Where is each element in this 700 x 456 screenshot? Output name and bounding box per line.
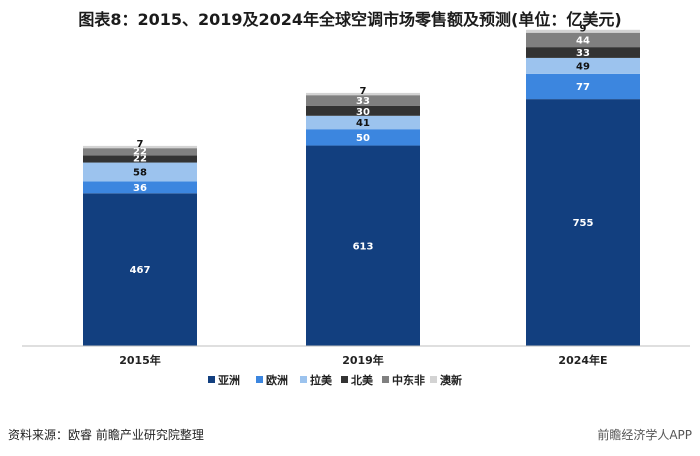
- data-label-1-3: 30: [356, 107, 370, 118]
- data-label-1-4: 33: [356, 96, 370, 107]
- data-label-1-1: 50: [356, 133, 370, 144]
- bar-segment-0-2: [83, 162, 197, 182]
- legend-label-4: 中东非: [392, 373, 425, 387]
- chart-title: 图表8：2015、2019及2024年全球空调市场零售额及预测(单位：亿美元): [78, 10, 622, 29]
- legend-label-3: 北美: [351, 373, 374, 387]
- bar-segment-1-2: [306, 115, 420, 130]
- bar-segment-1-5: [306, 92, 420, 96]
- data-label-0-1: 36: [133, 183, 147, 194]
- data-label-2-1: 77: [576, 82, 590, 93]
- bar-segment-0-4: [83, 148, 197, 156]
- data-label-1-5: 7: [360, 86, 367, 97]
- bar-segment-0-1: [83, 181, 197, 194]
- source-note: 资料来源：欧睿 前瞻产业研究院整理: [8, 428, 204, 442]
- bar-segment-2-4: [526, 32, 640, 48]
- data-label-0-3: 22: [133, 154, 147, 165]
- category-label-1: 2019年: [342, 353, 384, 367]
- bar-segment-2-2: [526, 57, 640, 74]
- data-label-1-2: 41: [356, 118, 370, 129]
- bar-segment-1-0: [306, 145, 420, 346]
- bar-segment-2-0: [526, 99, 640, 347]
- data-label-2-2: 49: [576, 61, 590, 72]
- bar-segment-1-3: [306, 105, 420, 116]
- brand-watermark: 前瞻经济学人APP: [597, 428, 692, 442]
- bar-segment-0-3: [83, 155, 197, 163]
- legend-swatch-1: [256, 376, 263, 383]
- data-label-1-0: 613: [353, 241, 374, 252]
- category-labels: 2015年 2019年 2024年E: [119, 353, 607, 367]
- legend-label-1: 欧洲: [266, 373, 288, 387]
- data-label-0-5: 7: [137, 139, 144, 150]
- bar-segment-2-1: [526, 73, 640, 100]
- legend-label-5: 澳新: [440, 373, 462, 387]
- legend-swatch-3: [341, 376, 348, 383]
- data-label-0-2: 58: [133, 168, 147, 179]
- legend: 亚洲 欧洲 拉美 北美 中东非 澳新: [208, 373, 462, 387]
- bar-segment-0-5: [83, 145, 197, 149]
- data-label-2-5: 9: [580, 24, 587, 35]
- data-label-2-3: 33: [576, 48, 590, 59]
- data-label-2-4: 44: [576, 35, 590, 46]
- legend-label-0: 亚洲: [218, 374, 240, 387]
- data-label-2-0: 755: [573, 218, 594, 229]
- data-label-0-0: 467: [130, 265, 151, 276]
- legend-swatch-5: [430, 376, 437, 383]
- bar-segment-2-3: [526, 47, 640, 58]
- legend-label-2: 拉美: [310, 373, 333, 387]
- data-label-0-4: 22: [133, 146, 147, 157]
- category-label-2: 2024年E: [558, 353, 607, 367]
- category-label-0: 2015年: [119, 353, 161, 367]
- legend-swatch-2: [300, 376, 307, 383]
- bar-segment-0-0: [83, 193, 197, 346]
- bar-segment-2-5: [526, 29, 640, 33]
- legend-swatch-0: [208, 376, 215, 383]
- bar-segment-1-4: [306, 95, 420, 106]
- legend-swatch-4: [382, 376, 389, 383]
- bar-segment-1-1: [306, 129, 420, 146]
